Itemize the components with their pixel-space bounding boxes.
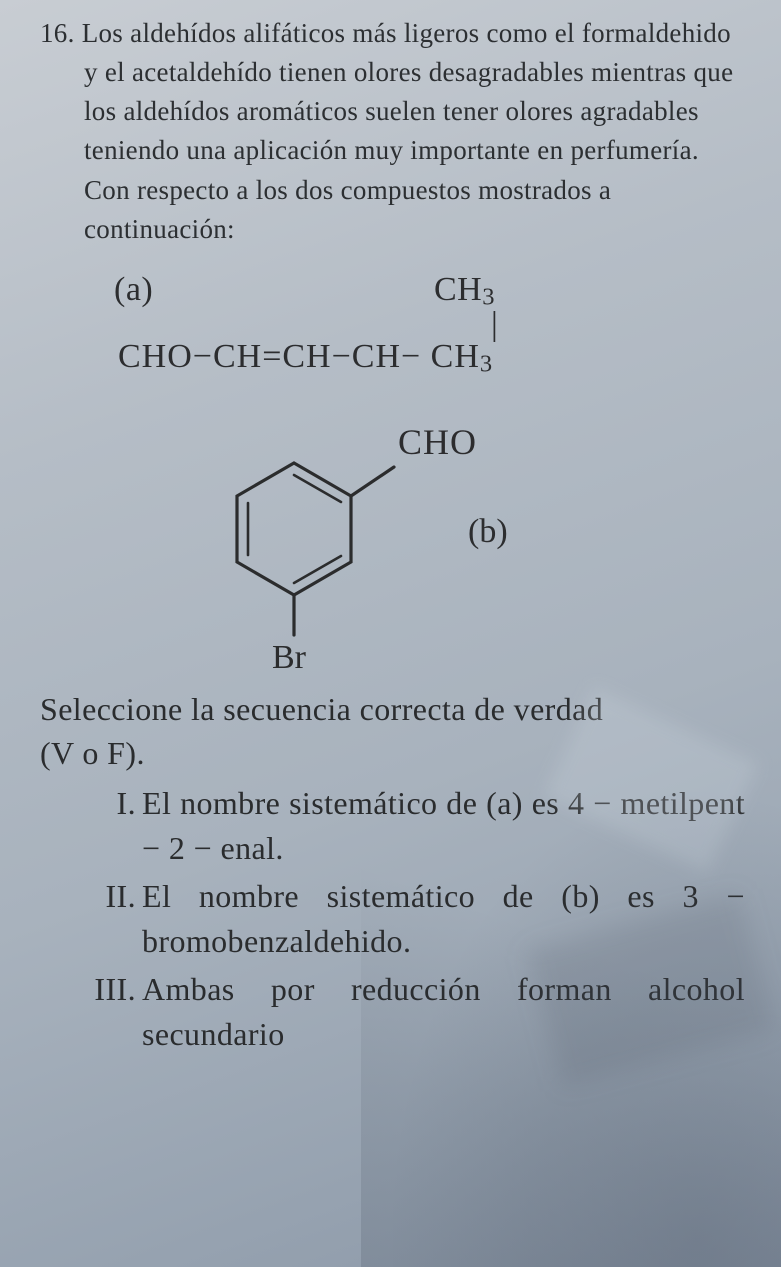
select-prompt-line2: (V o F). — [40, 735, 145, 771]
statement-iii: III.Ambas por reducción forman alcohol s… — [80, 967, 745, 1058]
compound-a-row1: (a) CH3 — [84, 271, 745, 311]
compound-a: (a) CH3 | CHO−CH=CH−CH− CH3 — [40, 271, 745, 379]
statement-ii: II.El nombre sistemático de (b) es 3 − b… — [80, 874, 745, 965]
statement-rn: I. — [80, 781, 136, 826]
statement-text: Ambas por reducción forman alcohol secun… — [142, 971, 745, 1052]
compound-a-chain-main: CHO−CH=CH−CH− CH — [118, 338, 480, 375]
compound-a-top-group: CH3 — [434, 271, 495, 311]
statements-list: I.El nombre sistemático de (a) es 4 − me… — [40, 781, 745, 1058]
compound-a-label: (a) — [84, 271, 434, 309]
compound-b: CHO (b) Br — [40, 421, 745, 681]
question-text: Los aldehídos alifáticos más ligeros com… — [82, 18, 734, 244]
compound-b-br: Br — [272, 639, 306, 677]
compound-a-chain-sub: 3 — [480, 351, 493, 378]
compound-a-chain: CHO−CH=CH−CH− CH3 — [84, 338, 745, 378]
question-number: 16. — [40, 18, 75, 48]
statement-i: I.El nombre sistemático de (a) es 4 − me… — [80, 781, 745, 872]
benzene-ring-icon — [194, 425, 414, 645]
page: 16. Los aldehídos alifáticos más ligeros… — [0, 0, 781, 1267]
statement-rn: II. — [80, 874, 136, 919]
compound-b-label: (b) — [468, 513, 508, 551]
compound-a-top-group-base: CH — [434, 271, 482, 308]
statement-text: El nombre sistemático de (b) es 3 − brom… — [142, 878, 745, 959]
select-prompt: Seleccione la secuencia correcta de verd… — [40, 687, 745, 775]
statement-text: El nombre sistemático de (a) es 4 − meti… — [142, 785, 745, 866]
statement-rn: III. — [80, 967, 136, 1012]
compound-a-bond-bar: | — [84, 311, 745, 340]
select-prompt-line1: Seleccione la secuencia correcta de verd… — [40, 691, 603, 727]
question-lead: 16. Los aldehídos alifáticos más ligeros… — [40, 14, 745, 249]
